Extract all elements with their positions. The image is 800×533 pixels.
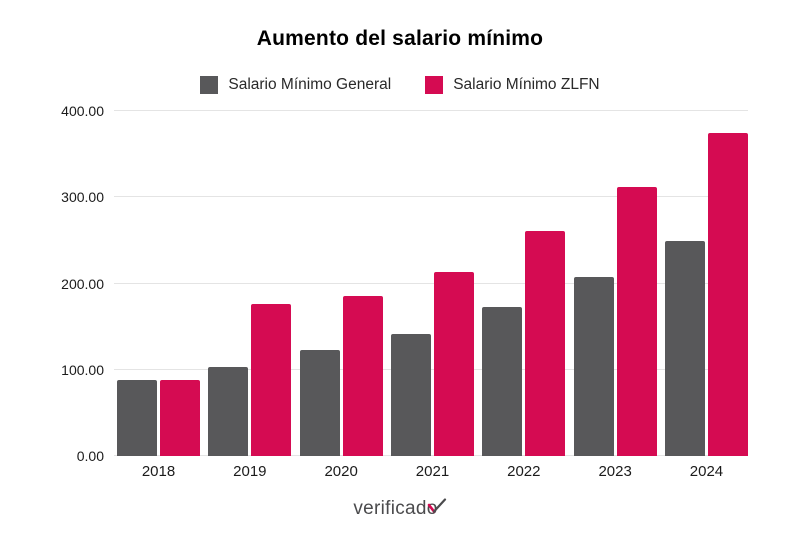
chart-title: Aumento del salario mínimo — [256, 27, 544, 50]
bar-2023-zlfn — [616, 186, 657, 456]
gridline-0 — [114, 455, 748, 456]
y-tick-label: 100.00 — [61, 361, 104, 378]
legend-item-0: Salario Mínimo General — [200, 76, 391, 94]
legend-item-1: Salario Mínimo ZLFN — [425, 76, 600, 94]
footer: verificado — [0, 497, 800, 520]
bar-2022-zlfn — [525, 231, 566, 456]
gridline-300 — [114, 196, 748, 198]
bar-group-2020: 2020 — [299, 111, 383, 480]
legend-swatch-icon — [200, 76, 219, 94]
bar-group-2023: 2023 — [573, 111, 657, 480]
bar-2024-zlfn — [707, 132, 748, 456]
y-tick-label: 200.00 — [61, 275, 104, 292]
x-tick-label: 2024 — [689, 463, 724, 480]
bar-2021-general — [390, 333, 431, 456]
bar-2020-general — [299, 349, 340, 456]
plot-area: 0.00 100.00 200.00 300.00 400.00 2018 2019 202… — [61, 103, 748, 480]
y-tick-label: 0.00 — [76, 448, 104, 464]
bar-pair — [208, 111, 292, 456]
bar-2018-general — [117, 379, 157, 456]
bar-group-2022: 2022 — [482, 111, 566, 480]
y-tick-label: 300.00 — [61, 189, 104, 206]
bar-pair — [299, 111, 383, 456]
bar-group-2018: 2018 — [117, 111, 200, 480]
bar-pair — [573, 111, 657, 456]
bar-group-2019: 2019 — [208, 111, 292, 480]
gridline-100 — [114, 368, 748, 370]
y-tick-label: 400.00 — [61, 103, 104, 119]
legend-label: Salario Mínimo General — [228, 76, 392, 93]
legend-swatch-icon — [425, 76, 444, 94]
x-tick-label: 2023 — [598, 463, 632, 480]
x-tick-label: 2019 — [233, 463, 267, 480]
checkmark-icon — [427, 498, 446, 513]
bar-2018-zlfn — [160, 379, 200, 456]
bar-2021-zlfn — [433, 271, 474, 456]
y-axis-labels: 0.00 100.00 200.00 300.00 400.00 — [34, 103, 104, 464]
legend: Salario Mínimo General Salario Mínimo ZLF… — [0, 76, 800, 94]
bar-2023-general — [573, 277, 614, 456]
bar-2019-zlfn — [251, 303, 292, 456]
bar-2024-general — [664, 241, 705, 456]
gridline-400 — [114, 110, 748, 111]
gridline-200 — [114, 282, 748, 284]
bar-2020-zlfn — [342, 295, 383, 456]
bar-group-2024: 2024 — [664, 111, 748, 480]
bar-pair — [390, 111, 474, 456]
bar-pair — [482, 111, 566, 456]
bar-series-container: 2018 2019 2020 2021 2022 2023 2024 — [114, 111, 748, 480]
bar-pair — [664, 111, 748, 456]
x-tick-label: 2021 — [415, 463, 450, 480]
verificado-logo-text: verificado — [353, 498, 438, 519]
bar-pair — [117, 111, 200, 456]
x-tick-label: 2022 — [507, 463, 541, 480]
bar-2019-general — [208, 367, 249, 456]
x-tick-label: 2020 — [324, 463, 358, 480]
bar-group-2021: 2021 — [390, 111, 474, 480]
legend-label: Salario Mínimo ZLFN — [453, 76, 600, 93]
bar-2022-general — [482, 306, 523, 456]
x-tick-label: 2018 — [141, 463, 176, 480]
